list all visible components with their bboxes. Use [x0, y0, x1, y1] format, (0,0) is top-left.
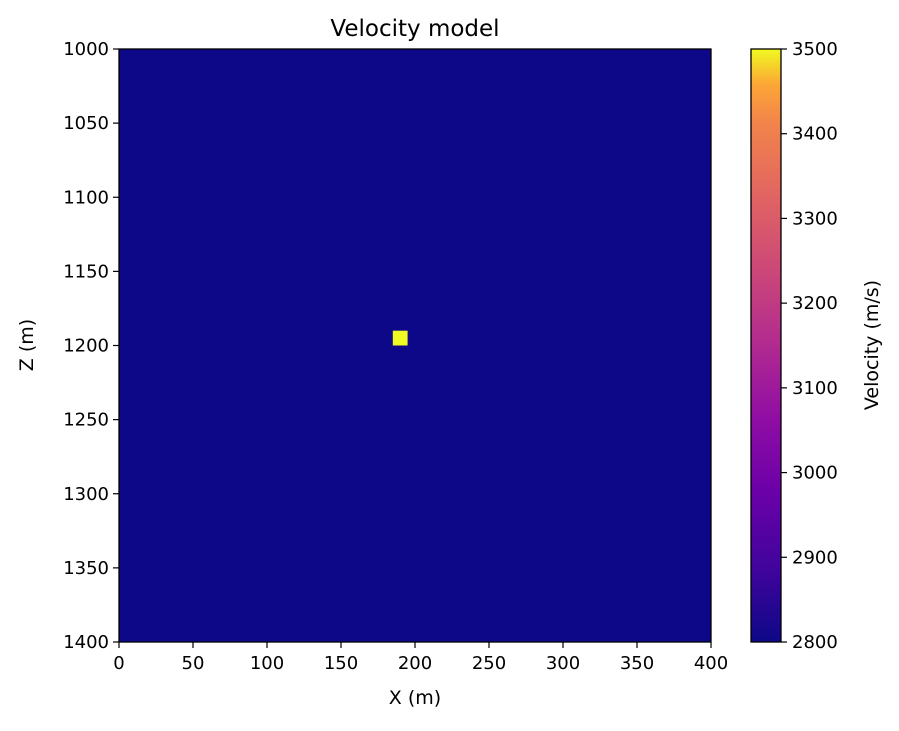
colorbar-tick-label: 2900: [792, 547, 838, 568]
x-tick-label: 0: [113, 653, 124, 674]
x-tick-label: 300: [546, 653, 580, 674]
heatmap-background: [119, 49, 711, 642]
y-tick-label: 1050: [63, 113, 109, 134]
colorbar-ticks: 2800 2900 3000 3100 3200 3300 3400 3500: [781, 39, 838, 653]
x-tick-label: 350: [620, 653, 654, 674]
x-tick-label: 250: [472, 653, 506, 674]
colorbar-tick-label: 3400: [792, 124, 838, 145]
x-tick-label: 100: [250, 653, 284, 674]
y-tick-label: 1400: [63, 632, 109, 653]
x-tick-label: 200: [398, 653, 432, 674]
y-tick-label: 1300: [63, 484, 109, 505]
y-tick-label: 1200: [63, 336, 109, 357]
colorbar-tick-label: 3000: [792, 463, 838, 484]
x-axis-ticks: 0 50 100 150 200 250 300 350 400: [113, 642, 728, 674]
y-tick-label: 1000: [63, 39, 109, 60]
x-tick-label: 50: [182, 653, 205, 674]
colorbar-tick-label: 2800: [792, 632, 838, 653]
colorbar-tick-label: 3100: [792, 378, 838, 399]
y-tick-label: 1100: [63, 187, 109, 208]
y-tick-label: 1250: [63, 410, 109, 431]
y-tick-label: 1350: [63, 558, 109, 579]
colorbar: [750, 48, 782, 643]
colorbar-tick-label: 3300: [792, 208, 838, 229]
y-axis-ticks: 1000 1050 1100 1150 1200 1250 1300 1350 1400: [63, 39, 119, 653]
colorbar-tick-label: 3200: [792, 293, 838, 314]
colorbar-tick-label: 3500: [792, 39, 838, 60]
y-axis-label: Z (m): [16, 319, 38, 371]
x-axis-label: X (m): [389, 687, 441, 709]
chart-title: Velocity model: [330, 16, 499, 42]
x-tick-label: 150: [324, 653, 358, 674]
x-tick-label: 400: [694, 653, 728, 674]
y-tick-label: 1150: [63, 261, 109, 282]
colorbar-label: Velocity (m/s): [861, 280, 883, 410]
velocity-anomaly: [392, 330, 408, 346]
